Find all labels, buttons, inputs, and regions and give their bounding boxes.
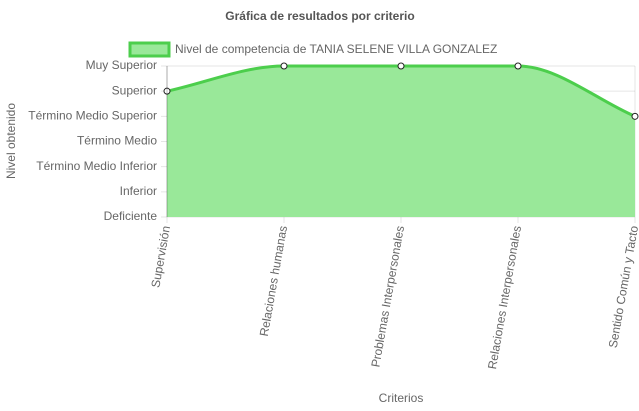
area-fill [167,66,635,217]
legend-swatch [128,41,171,58]
y-tick-label: Término Medio Superior [28,109,157,123]
y-axis-title: Nivel obtenido [4,103,18,179]
y-tick-label: Término Medio Inferior [36,159,157,173]
y-tick-label: Término Medio [77,134,157,148]
y-tick-label: Muy Superior [86,58,157,72]
point [397,62,405,70]
point [280,62,288,70]
x-tick-label: Problemas Interpersonales [368,225,407,369]
x-axis-title: Criterios [379,391,424,405]
y-tick-label: Deficiente [104,209,158,223]
point [163,87,171,95]
x-tick-label: Relaciones humanas [257,225,290,338]
x-tick-label: Sentido Común y Tacto [606,224,639,349]
y-tick-label: Inferior [120,184,157,198]
point [514,62,522,70]
legend-label: Nivel de competencia de TANIA SELENE VIL… [175,42,497,56]
y-tick-label: Superior [112,83,157,97]
x-tick-label: Supervisión [148,225,173,289]
x-tick-label: Relaciones Interpersonales [485,225,524,371]
point [631,112,639,120]
chart-title: Gráfica de resultados por criterio [225,9,414,23]
